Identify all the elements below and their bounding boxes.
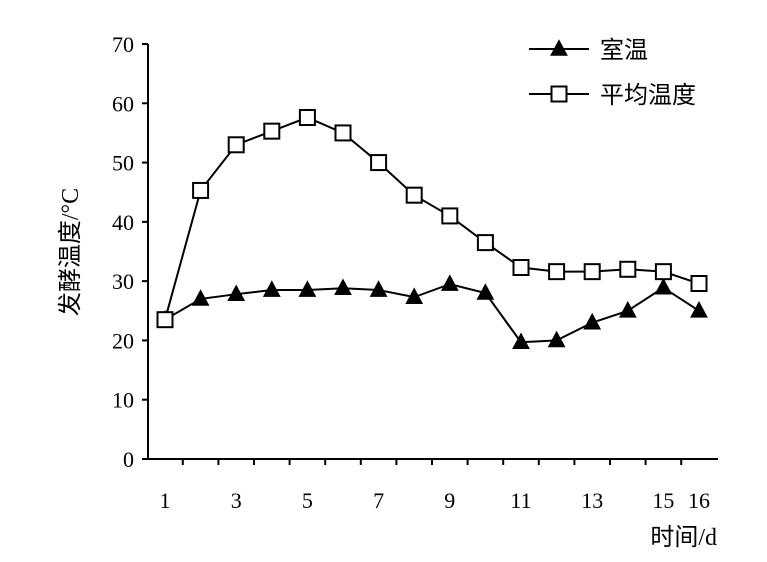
y-tick-label-30: 30 [112,269,134,294]
legend-marker-room-temperature [550,39,568,56]
series-room-temperature [156,274,708,350]
point-room-temperature-day-5 [298,280,317,297]
y-tick-label-60: 60 [112,91,134,116]
x-ticks: 1 3 5 7 9 11 13 15 16 [160,459,710,513]
x-tick-label-1: 1 [160,488,171,513]
point-room-temperature-day-2 [191,289,210,306]
point-average-temperature-day-15 [654,263,672,281]
point-room-temperature-day-11 [512,332,530,350]
y-tick-label-70: 70 [112,32,134,57]
legend-label-room-temperature: 室温 [600,37,648,64]
x-tick-label-9: 9 [444,488,455,513]
point-average-temperature-day-11 [512,259,530,277]
point-room-temperature-day-15 [654,277,673,295]
point-room-temperature-day-6 [334,278,352,296]
point-room-temperature-day-7 [369,280,388,297]
point-room-temperature-day-14 [618,301,637,318]
legend-label-average-temperature: 平均温度 [600,82,696,109]
point-room-temperature-day-10 [476,283,495,300]
point-average-temperature-day-2 [192,181,210,199]
point-average-temperature-day-16 [690,275,708,293]
point-room-temperature-day-8 [405,287,424,304]
series-average-temperature [156,109,708,329]
series-line-1 [164,116,700,320]
x-tick-label-5: 5 [302,488,313,513]
point-room-temperature-day-12 [547,330,566,348]
x-tick-label-3: 3 [231,488,242,513]
legend: 室温 平均温度 [529,37,696,109]
point-average-temperature-day-12 [548,263,566,281]
x-tick-label-16: 16 [688,488,710,513]
y-tick-label-0: 0 [123,447,134,472]
point-average-temperature-day-4 [263,122,281,140]
point-average-temperature-day-5 [298,109,316,127]
legend-item-room-temperature: 室温 [529,37,648,64]
y-tick-label-50: 50 [112,151,134,176]
y-tick-label-10: 10 [112,388,134,413]
point-room-temperature-day-16 [690,301,708,318]
y-axis-title: 发酵温度/°C [57,188,84,316]
point-room-temperature-day-13 [583,312,602,330]
point-room-temperature-day-4 [262,280,281,297]
legend-marker-average-temperature [550,85,568,103]
point-average-temperature-day-3 [227,136,245,154]
x-tick-label-11: 11 [510,488,531,513]
x-tick-label-13: 13 [581,488,603,513]
series-layer [156,109,708,350]
point-average-temperature-day-6 [334,124,352,142]
point-average-temperature-day-9 [441,207,459,225]
y-tick-label-40: 40 [112,210,134,235]
legend-item-average-temperature: 平均温度 [529,82,696,109]
point-room-temperature-day-9 [440,274,459,291]
point-average-temperature-day-10 [476,234,494,252]
x-axis-title: 时间/d [650,524,717,551]
y-tick-label-20: 20 [112,328,134,353]
point-average-temperature-day-13 [583,263,601,281]
y-ticks: 0 10 20 30 40 50 60 70 [112,32,148,472]
x-tick-label-15: 15 [652,488,674,513]
point-average-temperature-day-7 [370,154,388,172]
x-tick-label-7: 7 [373,488,384,513]
series-line-0 [164,283,700,344]
point-average-temperature-day-14 [619,260,637,278]
point-average-temperature-day-8 [405,186,423,204]
point-room-temperature-day-3 [227,284,246,301]
point-average-temperature-day-1 [156,311,174,329]
